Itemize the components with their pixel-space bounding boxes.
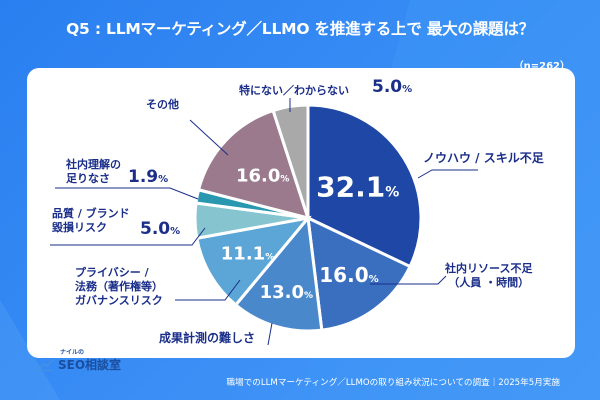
logo: ナイルの SEO相談室 (38, 347, 138, 377)
value-understanding: 1.9% (128, 167, 169, 187)
leader-line (370, 275, 447, 285)
footer-source: 職場でのLLMマーケティング／LLMOの取り組み状況についての調査｜2025年5… (226, 378, 560, 388)
label-quality: 品質 / ブランド 毀損リスク (52, 207, 130, 235)
logo-main-text: SEO相談室 (58, 357, 121, 372)
label-understanding: 社内理解の 足りなさ (66, 158, 121, 186)
leader-line (417, 169, 478, 179)
pie-slice (306, 103, 423, 269)
slice-label-text: ノウハウ / スキル不足 (423, 151, 544, 165)
logo-graph-icon: ナイルの SEO相談室 (38, 349, 121, 372)
leader-line (175, 279, 241, 301)
pie-slice (195, 215, 312, 308)
slice-label-line: ガバナンスリスク (75, 294, 163, 307)
slice-value-label: 11.1% (221, 244, 274, 265)
slice-value-label: 16.0% (236, 166, 289, 187)
leader-line (50, 227, 206, 246)
pie-slice (306, 215, 413, 332)
percent-unit: % (170, 226, 181, 237)
slice-value-label: 32.1% (316, 170, 399, 203)
slice-label-text: その他 (146, 98, 179, 111)
slice-value-text: 5.0 (140, 219, 171, 239)
leader-line (55, 187, 199, 200)
slice-value-text: 5.0 (372, 77, 403, 97)
slice-label-text: 特にない／わからない (239, 84, 349, 97)
label-privacy: プライバシー / 法務（著作権等） ガバナンスリスク (75, 266, 163, 308)
slice-label-line: プライバシー / (75, 266, 149, 279)
value-none: 5.0% (372, 77, 413, 97)
slice-label-line: 法務（著作権等） (75, 280, 163, 293)
slice-label-text: 成果計測の難しさ (159, 331, 256, 345)
slice-value-text: 1.9 (128, 167, 159, 187)
slice-label-line: 毀損リスク (52, 221, 107, 234)
percent-unit: % (402, 84, 413, 95)
slice-value-label: 13.0% (260, 282, 313, 303)
slice-value-label: 16.0% (319, 263, 378, 287)
label-resources: 社内リソース不足 （人員 ・時間） (445, 262, 532, 290)
page-title: Q5 : LLMマーケティング／LLMO を推進する上で 最大の課題は？ (66, 20, 534, 38)
label-other: その他 (146, 98, 179, 112)
slice-label-line: 足りなさ (66, 172, 110, 185)
label-measurement: 成果計測の難しさ (159, 331, 255, 345)
sample-size: （n=262） (513, 61, 570, 72)
logo-small-text: ナイルの (60, 349, 84, 356)
value-quality: 5.0% (140, 219, 181, 239)
slice-label-line: 社内理解の (66, 158, 121, 171)
slice-label-line: （人員 ・時間） (448, 276, 530, 289)
label-knowhow: ノウハウ / スキル不足 (423, 151, 544, 165)
leader-line (189, 119, 229, 156)
slice-label-line: 品質 / ブランド (52, 207, 130, 220)
slice-label-line: 社内リソース不足 (445, 262, 533, 275)
pie-slice (233, 214, 324, 333)
label-none: 特にない／わからない (239, 84, 349, 98)
percent-unit: % (158, 174, 169, 185)
leader-line (267, 322, 273, 346)
